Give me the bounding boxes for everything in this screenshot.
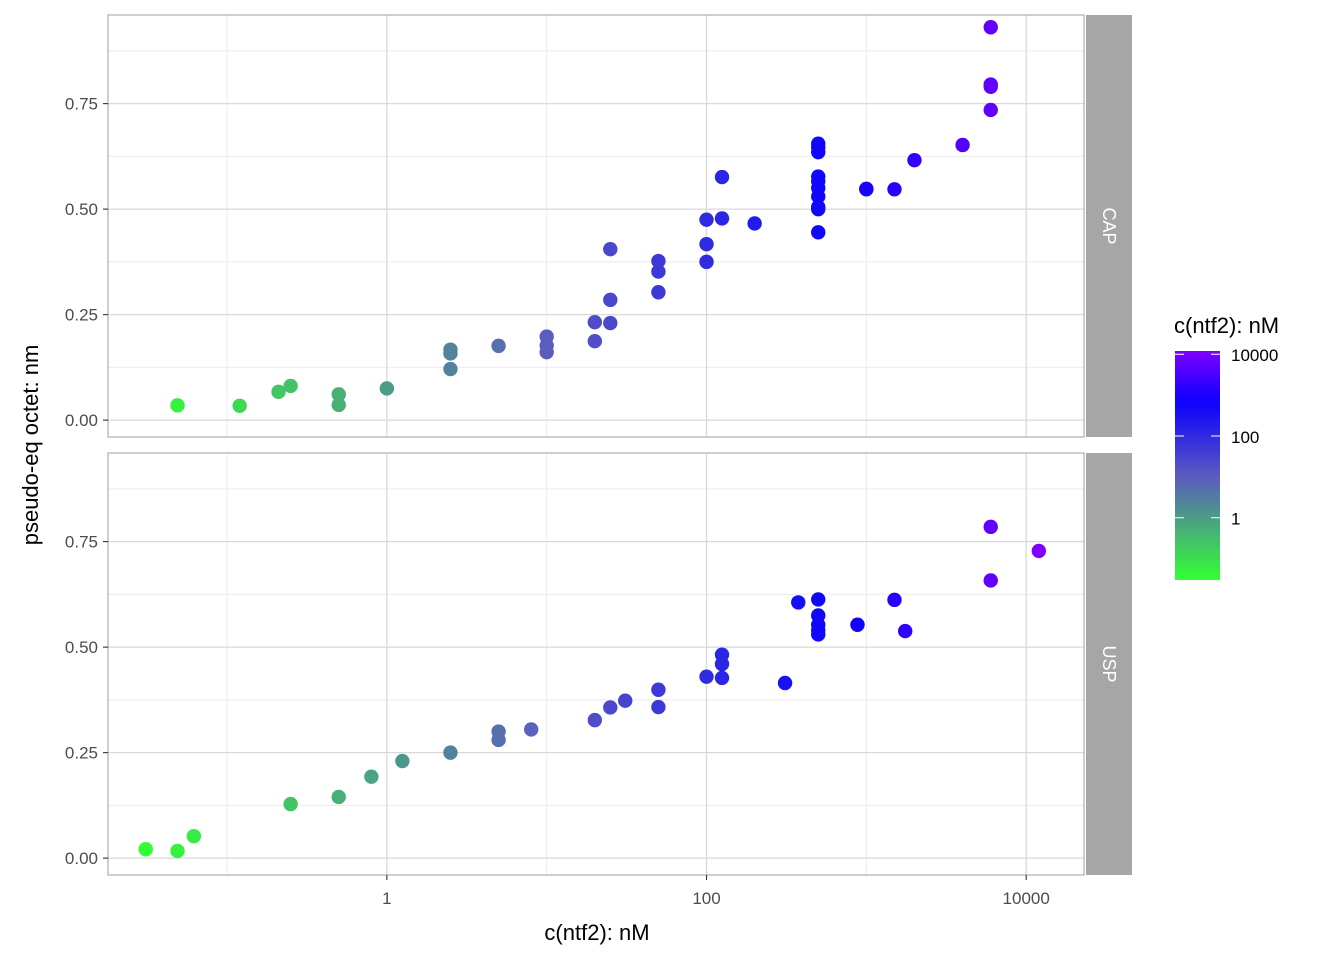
data-point	[271, 384, 286, 400]
legend-colorbar	[1175, 351, 1220, 580]
data-point	[491, 732, 506, 748]
data-point	[170, 843, 185, 859]
data-point	[603, 700, 618, 715]
data-point	[283, 378, 298, 394]
legend-title: c(ntf2): nM	[1174, 313, 1279, 338]
data-point	[983, 102, 998, 118]
facet-panels: CAP 0.00 0.25 0.50 0.75 USP 0.00 0.25 0.50 0.75 1 1…	[65, 14, 1132, 908]
data-point	[170, 398, 185, 413]
facet-strip	[1086, 15, 1132, 437]
data-point	[699, 236, 714, 252]
data-point	[983, 573, 998, 588]
data-point	[364, 769, 379, 784]
facet-panel-usp: USP 0.00 0.25 0.50 0.75 1 100 10000	[65, 452, 1132, 908]
data-point	[443, 346, 458, 361]
color-legend: c(ntf2): nM 1 100 10000	[1174, 313, 1279, 580]
data-point	[603, 315, 618, 331]
data-point	[714, 211, 730, 226]
data-point	[897, 623, 913, 639]
y-axis-title: pseudo-eq octet: nm	[18, 345, 43, 546]
data-point	[811, 144, 826, 160]
y-tick-label: 0.00	[65, 411, 98, 430]
data-point	[651, 285, 666, 300]
data-point	[331, 387, 346, 402]
facet-strip-label: CAP	[1099, 207, 1119, 244]
data-point	[714, 670, 730, 686]
legend-tick-label: 10000	[1231, 346, 1278, 365]
data-point	[983, 20, 998, 35]
data-point	[983, 519, 998, 535]
data-point	[331, 789, 346, 805]
x-tick-label: 100	[692, 889, 720, 908]
data-point	[603, 292, 618, 308]
data-point	[524, 722, 539, 737]
panel-background	[108, 453, 1084, 875]
data-point	[651, 264, 666, 279]
legend-ticks: 1 100 10000	[1175, 346, 1278, 529]
facet-panel-cap: CAP 0.00 0.25 0.50 0.75	[65, 14, 1132, 438]
panel-background	[108, 15, 1084, 437]
data-point	[395, 753, 410, 769]
data-point	[443, 361, 458, 377]
data-point	[699, 212, 714, 227]
data-point	[587, 315, 603, 330]
data-point	[777, 675, 793, 691]
data-point	[811, 627, 826, 642]
data-point	[887, 182, 902, 197]
data-point	[714, 169, 730, 185]
data-point	[587, 334, 603, 349]
data-point	[811, 201, 826, 217]
panel-border	[107, 14, 1085, 438]
data-point	[850, 617, 865, 632]
data-point	[887, 592, 902, 608]
data-point	[186, 828, 202, 844]
data-point	[587, 712, 603, 728]
data-point	[443, 745, 458, 760]
data-point	[379, 381, 395, 396]
data-point	[283, 796, 298, 812]
data-point	[651, 699, 666, 715]
data-point	[1031, 543, 1047, 559]
data-point	[539, 344, 554, 360]
data-point	[603, 242, 618, 257]
data-point	[811, 592, 826, 607]
y-tick-label: 0.50	[65, 638, 98, 657]
data-point	[651, 253, 666, 269]
y-tick-label: 0.50	[65, 200, 98, 219]
data-point	[983, 79, 998, 94]
data-point	[331, 397, 346, 413]
y-tick-label: 0.75	[65, 533, 98, 552]
y-tick-label: 0.25	[65, 744, 98, 763]
x-tick-label: 1	[382, 889, 391, 908]
x-tick-label: 10000	[1003, 889, 1050, 908]
data-point	[747, 216, 762, 231]
data-point	[491, 338, 506, 354]
x-axis-title: c(ntf2): nM	[544, 920, 649, 945]
data-point	[138, 842, 153, 857]
data-point	[955, 137, 970, 153]
data-point	[699, 254, 714, 270]
legend-tick-label: 100	[1231, 428, 1259, 447]
data-point	[907, 152, 922, 168]
facet-strip-label: USP	[1099, 645, 1119, 682]
legend-tick-label: 1	[1231, 510, 1240, 529]
data-point	[714, 656, 730, 672]
y-tick-label: 0.00	[65, 849, 98, 868]
data-point	[791, 595, 806, 610]
y-tick-label: 0.75	[65, 95, 98, 114]
data-point	[699, 669, 714, 684]
y-tick-label: 0.25	[65, 306, 98, 325]
data-point	[651, 682, 666, 697]
data-point	[811, 225, 826, 240]
data-point	[232, 398, 247, 413]
data-point	[618, 693, 633, 708]
facet-strip	[1086, 453, 1132, 875]
data-point	[859, 182, 874, 197]
panel-border	[107, 452, 1085, 876]
data-point	[811, 189, 826, 204]
